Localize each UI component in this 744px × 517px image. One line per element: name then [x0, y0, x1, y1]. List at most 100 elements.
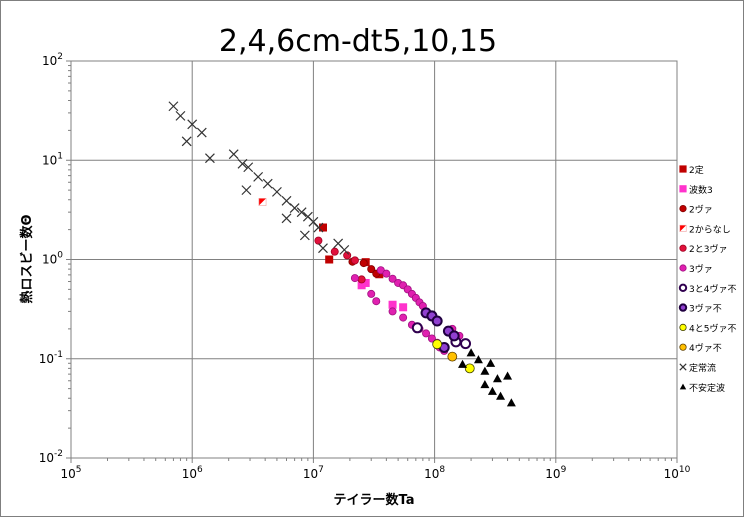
- series-2からなし: [258, 198, 267, 206]
- data-point: [427, 334, 436, 343]
- data-point: [367, 289, 376, 298]
- data-point: [486, 358, 496, 367]
- data-point: [411, 322, 423, 334]
- data-point: [466, 348, 476, 357]
- x-stroke: [253, 171, 264, 182]
- legend-marker: [679, 383, 687, 390]
- legend-item: 3ヴァ不: [678, 303, 722, 315]
- data-point: [399, 303, 408, 312]
- data-point: [357, 275, 366, 284]
- data-point: [299, 230, 310, 241]
- data-point: [181, 136, 192, 147]
- data-point: [313, 222, 324, 233]
- axis-ticks: [66, 60, 678, 463]
- legend-label: 2からなし: [689, 224, 731, 235]
- chart-title: 2,4,6cm-dt5,10,15: [219, 24, 497, 59]
- data-point: [473, 355, 483, 364]
- data-point: [447, 351, 458, 362]
- y-axis-label: 熱ロスビー数Θ: [19, 214, 35, 303]
- data-point: [480, 380, 490, 389]
- x-stroke: [228, 149, 239, 160]
- data-point: [492, 374, 502, 383]
- x-tick-label: 106: [182, 465, 203, 481]
- data-point: [271, 186, 282, 197]
- legend-item: 2と3ヴァ: [679, 243, 727, 255]
- x-tick-label: 107: [303, 465, 324, 481]
- data-point: [496, 391, 506, 400]
- half-square-fill: [679, 225, 687, 232]
- series-4ヴァ不: [447, 351, 458, 362]
- half-square-outline: [679, 224, 687, 232]
- data-point: [258, 198, 267, 206]
- data-point: [388, 300, 397, 309]
- data-point: [187, 119, 198, 130]
- legend-marker: [678, 283, 688, 292]
- data-point: [458, 359, 468, 368]
- legend-marker: [679, 323, 687, 331]
- data-point: [388, 274, 397, 283]
- legend-label: 2ヴァ: [689, 204, 713, 216]
- legend-marker: [678, 303, 688, 312]
- legend-marker: [679, 244, 687, 252]
- x-stroke: [289, 203, 300, 213]
- x-stroke: [168, 101, 179, 112]
- data-point: [367, 265, 376, 274]
- data-point: [237, 158, 248, 169]
- x-stroke: [339, 244, 350, 255]
- data-point: [350, 274, 359, 283]
- legend-item: 波数3: [679, 184, 713, 196]
- x-axis-label: テイラー数Ta: [334, 492, 415, 508]
- data-point: [204, 153, 215, 164]
- legend-item: 4と5ヴァ不: [679, 322, 736, 334]
- data-point: [196, 127, 207, 138]
- series-4と5ヴァ不: [432, 339, 475, 374]
- y-tick-label: 100: [42, 251, 63, 267]
- data-point: [448, 330, 460, 342]
- legend-item: 2ヴァ: [679, 204, 713, 216]
- data-point: [241, 185, 252, 196]
- x-stroke: [196, 127, 207, 138]
- legend-item: 2定: [679, 164, 704, 176]
- data-point: [388, 307, 397, 316]
- data-point: [422, 329, 431, 338]
- data-point: [262, 178, 273, 189]
- x-stroke: [281, 195, 292, 206]
- y-tick-label: 10-1: [39, 350, 63, 366]
- legend-label: 4ヴァ不: [689, 342, 722, 354]
- data-point: [432, 339, 443, 350]
- data-point: [372, 297, 381, 306]
- y-tick-label: 101: [42, 151, 63, 167]
- data-point: [175, 110, 186, 121]
- legend-label: 3ヴァ: [689, 263, 713, 275]
- data-point: [168, 101, 179, 112]
- legend-item: 不安定波: [679, 382, 725, 394]
- legend-item: 2からなし: [679, 224, 731, 235]
- series-不安定波: [458, 348, 516, 407]
- data-point: [359, 259, 368, 268]
- half-square-outline: [258, 198, 267, 206]
- data-point: [506, 398, 516, 407]
- x-stroke: [175, 110, 186, 121]
- x-tick-label: 109: [545, 465, 566, 481]
- data-point: [464, 363, 475, 374]
- data-point: [382, 269, 391, 278]
- x-tick-labels: 105 106 107 108 109 1010: [60, 465, 690, 481]
- legend-marker: [679, 363, 687, 371]
- series-3ヴァ不: [420, 307, 460, 353]
- data-point: [243, 162, 254, 173]
- legend-label: 2と3ヴァ: [689, 243, 727, 255]
- plot-area-border: [70, 60, 678, 459]
- y-tick-label: 10-2: [39, 449, 63, 465]
- legend-label: 不安定波: [689, 382, 725, 394]
- data-points: [168, 101, 516, 407]
- series-2と3ヴァ: [314, 236, 366, 284]
- legend-marker: [679, 165, 687, 173]
- x-stroke: [302, 211, 313, 222]
- legend-item: 3と4ヴァ不: [678, 283, 736, 295]
- x-stroke: [313, 222, 324, 233]
- series-定常流: [168, 101, 350, 255]
- x-stroke: [204, 153, 215, 164]
- x-tick-label: 105: [60, 465, 81, 481]
